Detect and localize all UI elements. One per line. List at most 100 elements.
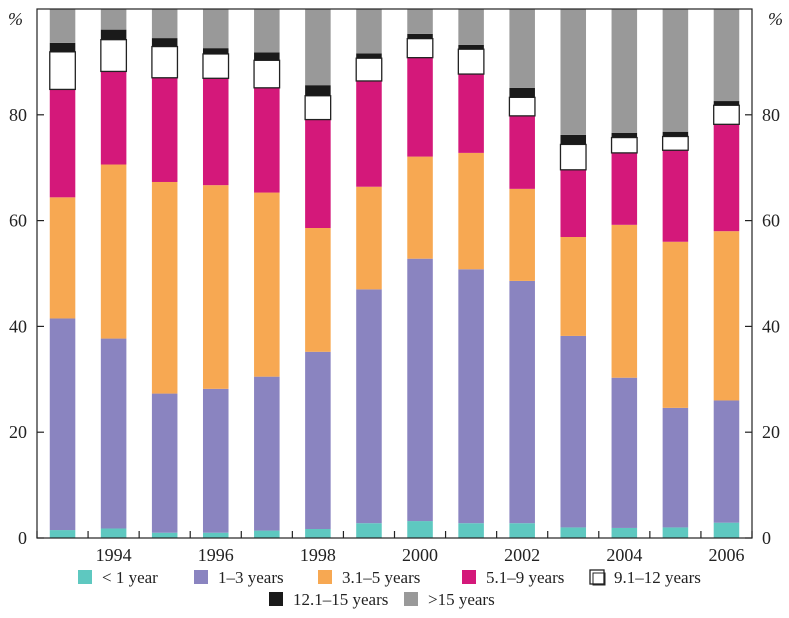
- x-tick-label-2006: 2006: [708, 545, 744, 565]
- x-tick-label-2004: 2004: [606, 545, 642, 565]
- bar-segment-2000-s4: [406, 37, 434, 59]
- bar-segment-2003-s4: [559, 143, 587, 171]
- bar-segment-1999-s6: [356, 9, 382, 54]
- bar-segment-2003-s3: [560, 169, 587, 237]
- bar-segment-1997-s3: [254, 87, 280, 193]
- legend-label-2: 3.1–5 years: [342, 568, 420, 587]
- bar-segment-1996-s3: [202, 78, 229, 186]
- bar-segment-2003-s2: [560, 237, 587, 336]
- bar-segment-1994-s1: [100, 338, 127, 529]
- legend-swatch-1: [194, 570, 208, 584]
- bar-segment-1994-s6: [100, 9, 127, 30]
- y-tick-label-left-60: 60: [9, 211, 27, 231]
- bar-segment-2002-s1: [509, 280, 535, 524]
- bar-segment-1997-s4: [253, 59, 281, 89]
- bar-segment-1999-s0: [356, 523, 382, 538]
- bar-segment-2002-s5: [509, 87, 535, 98]
- legend-swatch-3: [462, 570, 476, 584]
- bar-segment-1997-s0: [254, 530, 280, 538]
- bar-segment-1999-s5: [356, 53, 382, 59]
- bar-segment-2001-s4: [457, 48, 485, 75]
- plot-frame: [36, 8, 753, 539]
- bar-segment-1993-s0: [49, 530, 76, 538]
- bar-segment-1993-s1: [49, 318, 76, 531]
- bar-segment-2006-s4: [713, 104, 740, 125]
- bar-segment-1996-s4: [202, 53, 230, 79]
- bar-segment-1993-s5: [49, 42, 76, 52]
- bar-segment-2006-s0: [713, 522, 740, 538]
- bar-segment-2002-s4: [508, 96, 536, 117]
- bar-segment-2006-s1: [713, 400, 740, 523]
- bar-segment-2002-s2: [509, 188, 535, 281]
- bar-segment-1995-s2: [151, 181, 178, 394]
- bar-segment-2003-s1: [560, 335, 587, 528]
- legend-label-6: >15 years: [428, 590, 495, 609]
- bar-segment-2000-s0: [407, 521, 433, 538]
- legend-label-1: 1–3 years: [218, 568, 284, 587]
- bar-segment-2004-s5: [611, 132, 638, 138]
- legend-swatch-5: [269, 592, 283, 606]
- bar-segment-1995-s4: [151, 45, 179, 79]
- y-tick-label-right-0: 0: [762, 528, 771, 548]
- bar-segment-2005-s4: [661, 135, 689, 151]
- bar-segment-1996-s6: [202, 9, 229, 49]
- bar-segment-1995-s6: [151, 9, 178, 39]
- bar-segment-2005-s3: [662, 150, 689, 242]
- bar-segment-2003-s6: [560, 9, 587, 135]
- bar-segment-1999-s3: [356, 80, 382, 187]
- bar-segment-1994-s5: [100, 29, 127, 40]
- legend: < 1 year 1–3 years 3.1–5 years 5.1–9 years 9…: [78, 568, 701, 609]
- bar-segment-2005-s6: [662, 9, 689, 132]
- x-tick-label-1998: 1998: [300, 545, 336, 565]
- y-tick-label-left-40: 40: [9, 316, 27, 336]
- legend-swatch-4: [589, 569, 605, 585]
- bar-segment-1995-s5: [151, 38, 178, 47]
- legend-swatch-0: [78, 570, 92, 584]
- bar-segment-2004-s0: [611, 527, 638, 538]
- legend-label-0: < 1 year: [102, 568, 158, 587]
- bar-segment-2000-s5: [407, 33, 433, 39]
- bar-segment-1998-s0: [305, 529, 331, 538]
- bar-segment-2005-s0: [662, 527, 689, 538]
- bar-segment-2000-s6: [407, 9, 433, 34]
- bar-segment-1998-s3: [305, 119, 331, 228]
- bar-segment-2004-s3: [611, 152, 638, 225]
- y-unit-label-left: %: [8, 9, 23, 29]
- bar-segment-1998-s4: [304, 95, 332, 121]
- bar-segment-2001-s1: [458, 269, 484, 524]
- legend-swatch-2: [318, 570, 332, 584]
- bar-segment-2004-s4: [610, 136, 638, 154]
- y-tick-label-right-60: 60: [762, 211, 780, 231]
- bar-segment-1999-s2: [356, 186, 382, 290]
- y-tick-label-right-20: 20: [762, 422, 780, 442]
- bar-segment-1998-s6: [305, 9, 331, 86]
- bar-segment-2004-s2: [611, 224, 638, 378]
- y-tick-label-left-80: 80: [9, 105, 27, 125]
- bar-segment-2002-s0: [509, 523, 535, 538]
- bar-segment-1995-s3: [151, 77, 178, 182]
- legend-swatch-shadow-4: [592, 572, 606, 586]
- legend-label-3: 5.1–9 years: [486, 568, 564, 587]
- bar-segment-1996-s0: [202, 532, 229, 538]
- bar-segment-2001-s3: [458, 74, 484, 153]
- axes-layer: 0 0 20 20 40 40 60 60 80 80 1994 1996 1998 2000 2002 20…: [9, 105, 780, 565]
- bar-segment-1995-s0: [151, 532, 178, 538]
- legend-label-4: 9.1–12 years: [614, 568, 701, 587]
- bar-segment-2000-s1: [407, 258, 433, 522]
- bar-segment-1993-s6: [49, 9, 76, 43]
- bar-segment-2005-s1: [662, 407, 689, 528]
- y-unit-label-right: %: [768, 9, 783, 29]
- bar-segment-2001-s6: [458, 9, 484, 45]
- bar-segment-1993-s2: [49, 197, 76, 319]
- legend-swatch-6: [404, 592, 418, 606]
- bar-segment-2000-s3: [407, 57, 433, 157]
- bar-segment-1994-s2: [100, 164, 127, 339]
- bar-segment-2006-s6: [713, 9, 740, 102]
- bar-segment-2005-s2: [662, 241, 689, 408]
- bar-segment-2000-s2: [407, 156, 433, 259]
- bar-segment-1994-s4: [100, 39, 128, 73]
- bar-segment-1998-s1: [305, 351, 331, 529]
- bar-segment-2003-s5: [560, 134, 587, 145]
- bar-segment-1998-s5: [305, 85, 331, 96]
